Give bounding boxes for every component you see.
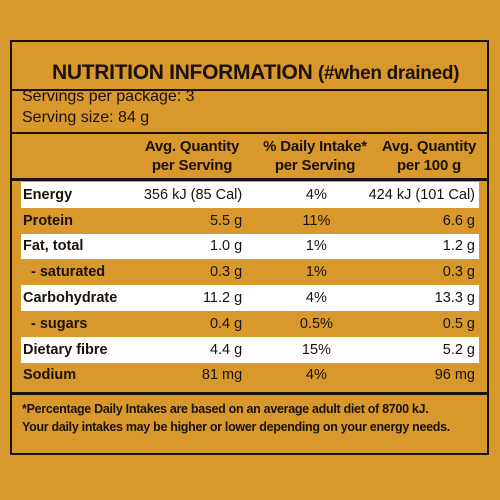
footnote-line-1: *Percentage Daily Intakes are based on a…	[22, 402, 429, 416]
row-name: Fat, total	[21, 233, 143, 260]
row-per-100g: 1.2 g	[368, 233, 479, 260]
row-daily-intake: 1%	[264, 233, 369, 260]
nutrition-panel: NUTRITION INFORMATION (#when drained) Se…	[10, 40, 489, 455]
row-per-100g: 424 kJ (101 Cal)	[368, 182, 479, 208]
row-daily-intake: 0.5%	[264, 310, 369, 337]
footnote: *Percentage Daily Intakes are based on a…	[22, 400, 482, 436]
header-col1-line1: Avg. Quantity	[144, 138, 240, 155]
servings-per-package: Servings per package: 3	[22, 88, 195, 105]
row-per-100g: 13.3 g	[368, 285, 479, 311]
title-rule	[12, 89, 487, 91]
row-per-serving: 5.5 g	[142, 207, 265, 234]
serving-size: Serving size: 84 g	[22, 109, 150, 126]
row-per-100g: 0.3 g	[368, 259, 479, 286]
row-per-100g: 0.5 g	[368, 310, 479, 337]
header-top-rule	[12, 132, 487, 134]
row-per-serving: 0.3 g	[142, 259, 265, 286]
row-name: Carbohydrate	[21, 285, 143, 311]
header-bottom-rule	[12, 178, 487, 181]
row-daily-intake: 11%	[264, 207, 369, 234]
row-per-serving: 1.0 g	[142, 233, 265, 260]
header-col-per-100g: Avg. Quantity per 100 g	[374, 137, 484, 175]
row-name: - saturated	[21, 259, 143, 286]
panel-title: NUTRITION INFORMATION (#when drained)	[52, 61, 472, 85]
row-per-serving: 81 mg	[142, 362, 265, 389]
row-name: Protein	[21, 207, 143, 234]
title-note: (#when drained)	[318, 63, 460, 84]
header-col1-line2: per Serving	[151, 157, 233, 174]
table-row: Dietary fibre 4.4 g 15% 5.2 g	[21, 336, 479, 363]
table-row: Energy 356 kJ (85 Cal) 4% 424 kJ (101 Cal)	[21, 182, 479, 208]
row-daily-intake: 4%	[264, 182, 369, 208]
footnote-line-2: Your daily intakes may be higher or lowe…	[22, 420, 450, 434]
row-per-100g: 5.2 g	[368, 336, 479, 363]
header-col-daily-intake: % Daily Intake* per Serving	[250, 137, 380, 175]
row-name: Dietary fibre	[21, 336, 143, 363]
row-name: Energy	[21, 182, 143, 208]
header-col3-line2: per 100 g	[396, 157, 462, 174]
row-per-serving: 4.4 g	[142, 336, 265, 363]
row-per-100g: 6.6 g	[368, 207, 479, 234]
header-col2-line2: per Serving	[274, 157, 356, 174]
row-per-serving: 11.2 g	[142, 285, 265, 311]
row-per-serving: 0.4 g	[142, 310, 265, 337]
row-daily-intake: 4%	[264, 285, 369, 311]
table-row: - sugars 0.4 g 0.5% 0.5 g	[21, 310, 479, 337]
row-daily-intake: 1%	[264, 259, 369, 286]
nutrition-table-body: Energy 356 kJ (85 Cal) 4% 424 kJ (101 Cal) P…	[21, 182, 479, 389]
footer-rule	[12, 392, 487, 395]
table-row: Protein 5.5 g 11% 6.6 g	[21, 207, 479, 234]
header-col2-line1: % Daily Intake*	[263, 138, 367, 155]
table-row: Fat, total 1.0 g 1% 1.2 g	[21, 233, 479, 260]
row-daily-intake: 4%	[264, 362, 369, 389]
table-row: Carbohydrate 11.2 g 4% 13.3 g	[21, 285, 479, 311]
row-name: - sugars	[21, 310, 143, 337]
header-col3-line1: Avg. Quantity	[381, 138, 477, 155]
header-col-per-serving: Avg. Quantity per Serving	[132, 137, 252, 175]
row-per-100g: 96 mg	[368, 362, 479, 389]
table-row: - saturated 0.3 g 1% 0.3 g	[21, 259, 479, 286]
row-per-serving: 356 kJ (85 Cal)	[142, 182, 265, 208]
title-text: NUTRITION INFORMATION	[52, 61, 313, 84]
row-name: Sodium	[21, 362, 143, 389]
nutrition-table: Energy 356 kJ (85 Cal) 4% 424 kJ (101 Cal) P…	[21, 182, 479, 389]
row-daily-intake: 15%	[264, 336, 369, 363]
table-row: Sodium 81 mg 4% 96 mg	[21, 362, 479, 389]
